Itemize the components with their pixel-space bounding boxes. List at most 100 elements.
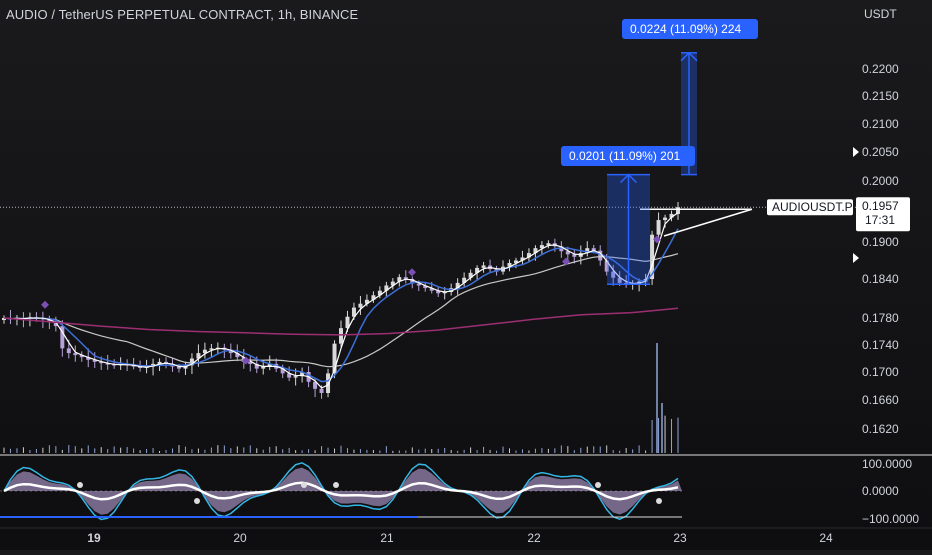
candle-body <box>235 353 240 358</box>
candle-body <box>53 321 58 327</box>
candle-body <box>468 272 473 278</box>
candle-body <box>572 254 577 257</box>
candle-body <box>86 357 91 360</box>
candle-body <box>617 277 622 283</box>
candle-body <box>423 285 428 289</box>
diamond-marker-icon <box>242 356 250 365</box>
price-tick-label: 0.2050 <box>862 145 899 159</box>
candle-body <box>539 245 544 249</box>
time-tick-label: 19 <box>87 531 101 545</box>
candle-body <box>656 220 661 235</box>
candle-body <box>228 349 233 354</box>
last-price-text: 0.1957 <box>862 199 899 213</box>
time-tick-label: 21 <box>380 531 394 545</box>
candle-body <box>397 277 402 282</box>
candle-body <box>416 283 421 286</box>
candle-body <box>663 217 668 221</box>
candle-body <box>105 363 110 365</box>
candle-body <box>280 368 285 374</box>
time-tick-label: 22 <box>527 531 541 545</box>
candle-body <box>261 366 266 369</box>
countdown-text: 17:31 <box>865 213 895 227</box>
axis-marker-icon <box>853 253 859 263</box>
ma-long-line <box>3 307 679 336</box>
candle-body <box>585 248 590 254</box>
candle-body <box>73 353 78 356</box>
candle-body <box>131 365 136 367</box>
candle-body <box>157 361 162 364</box>
measurement-label-box <box>561 146 695 166</box>
ma-blue-line <box>3 228 679 383</box>
candle-body <box>455 282 460 289</box>
candle-body <box>565 251 570 255</box>
time-tick-label: 23 <box>673 531 687 545</box>
candle-body <box>326 373 331 393</box>
candle-body <box>481 265 486 268</box>
candle-body <box>546 243 551 246</box>
price-tick-label: 0.1620 <box>862 422 899 436</box>
candle-body <box>591 248 596 251</box>
candle-body <box>377 290 382 296</box>
candle-body <box>384 285 389 291</box>
last-price-box <box>856 197 910 232</box>
candle-body <box>403 277 408 279</box>
candle-body <box>300 372 305 377</box>
oscillator-dot <box>194 498 200 504</box>
oscillator-tick-label: 100.0000 <box>862 457 912 471</box>
candle-body <box>313 381 318 389</box>
diamond-marker-icon <box>562 257 570 266</box>
candle-body <box>410 279 415 284</box>
candle-body <box>138 366 143 368</box>
diamond-marker-icon <box>41 300 49 309</box>
price-axis: 0.2200 0.2150 0.2100 0.2050 0.2000 0.1900 0.18… <box>853 62 899 436</box>
candle-body <box>287 373 292 378</box>
candle-body <box>189 358 194 366</box>
candle-body <box>676 207 680 214</box>
candle-body <box>66 348 71 354</box>
price-tick-label: 0.1900 <box>862 235 899 249</box>
candle-body <box>371 295 376 300</box>
candle-body <box>99 361 104 364</box>
candle-body <box>513 260 518 263</box>
candle-body <box>351 307 356 317</box>
currency-label: USDT <box>864 7 897 21</box>
oscillator-tick-label: 0.0000 <box>862 484 899 498</box>
candle-body <box>92 359 97 362</box>
candle-body <box>436 290 441 294</box>
candle-body <box>669 213 674 218</box>
candle-body <box>202 349 207 354</box>
candle-body <box>345 316 350 329</box>
candle-body <box>79 355 84 358</box>
candle-body <box>339 328 343 344</box>
candle-body <box>293 376 298 378</box>
candle-body <box>526 253 531 258</box>
candle-body <box>442 292 447 294</box>
oscillator-area <box>0 467 682 515</box>
oscillator-dot <box>595 482 601 488</box>
oscillator-cyan-line <box>3 462 679 521</box>
candle-body <box>60 326 65 349</box>
oscillator-pane: 100.0000 0.0000 −100.0000 <box>0 457 919 526</box>
candle-body <box>611 271 616 278</box>
candle-body <box>2 318 6 321</box>
candle-body <box>267 363 272 367</box>
oscillator-dot <box>656 498 662 504</box>
oscillator-dot <box>301 482 307 488</box>
candle-body <box>209 348 214 350</box>
symbol-title: AUDIO / TetherUS PERPETUAL CONTRACT, 1h,… <box>6 7 359 22</box>
candle-body <box>332 343 337 374</box>
price-tick-label: 0.1780 <box>862 311 899 325</box>
price-tick-label: 0.1740 <box>862 338 899 352</box>
measurement-tool: 0.0224 (11.09%) 224 <box>622 19 758 176</box>
price-tick-label: 0.2100 <box>862 117 899 131</box>
candle-body <box>533 248 538 254</box>
candle-body <box>475 267 480 273</box>
measurement-label-box <box>622 19 758 39</box>
oscillator-dot <box>333 482 339 488</box>
measurement-label-text: 0.0224 (11.09%) 224 <box>630 22 742 36</box>
candle-body <box>390 281 395 286</box>
volume-bars <box>3 343 679 453</box>
candle-body <box>254 363 259 369</box>
